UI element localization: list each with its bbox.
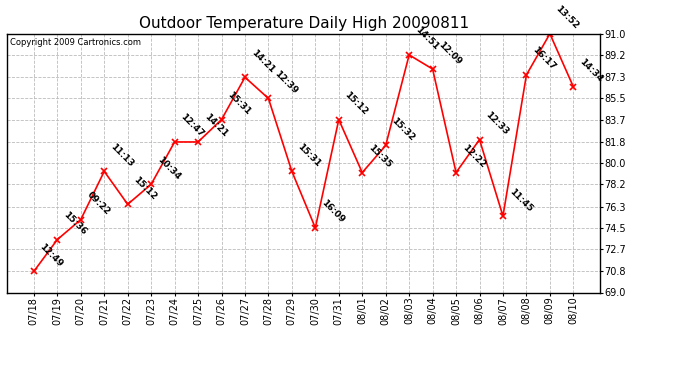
- Text: 11:13: 11:13: [108, 142, 135, 169]
- Text: 13:52: 13:52: [554, 4, 581, 31]
- Text: 12:22: 12:22: [460, 143, 487, 170]
- Text: 15:36: 15:36: [61, 210, 88, 237]
- Text: 16:17: 16:17: [531, 45, 558, 72]
- Text: 16:09: 16:09: [319, 198, 346, 225]
- Text: 14:21: 14:21: [202, 112, 229, 139]
- Text: 12:33: 12:33: [484, 110, 511, 137]
- Text: 15:12: 15:12: [343, 90, 370, 117]
- Text: 10:34: 10:34: [155, 155, 182, 182]
- Text: 14:34: 14:34: [578, 57, 604, 84]
- Text: 14:21: 14:21: [249, 48, 276, 75]
- Text: 11:45: 11:45: [507, 187, 534, 213]
- Text: 12:09: 12:09: [437, 40, 464, 66]
- Text: 12:47: 12:47: [179, 112, 206, 139]
- Text: Copyright 2009 Cartronics.com: Copyright 2009 Cartronics.com: [10, 38, 141, 46]
- Text: 09:22: 09:22: [85, 190, 112, 217]
- Title: Outdoor Temperature Daily High 20090811: Outdoor Temperature Daily High 20090811: [139, 16, 469, 31]
- Text: 14:51: 14:51: [413, 26, 440, 52]
- Text: 15:31: 15:31: [296, 142, 323, 169]
- Text: 15:35: 15:35: [366, 143, 393, 170]
- Text: 12:39: 12:39: [273, 69, 299, 96]
- Text: 15:32: 15:32: [390, 116, 417, 143]
- Text: 12:49: 12:49: [38, 242, 65, 268]
- Text: 15:12: 15:12: [132, 175, 159, 201]
- Text: 15:31: 15:31: [226, 90, 253, 117]
